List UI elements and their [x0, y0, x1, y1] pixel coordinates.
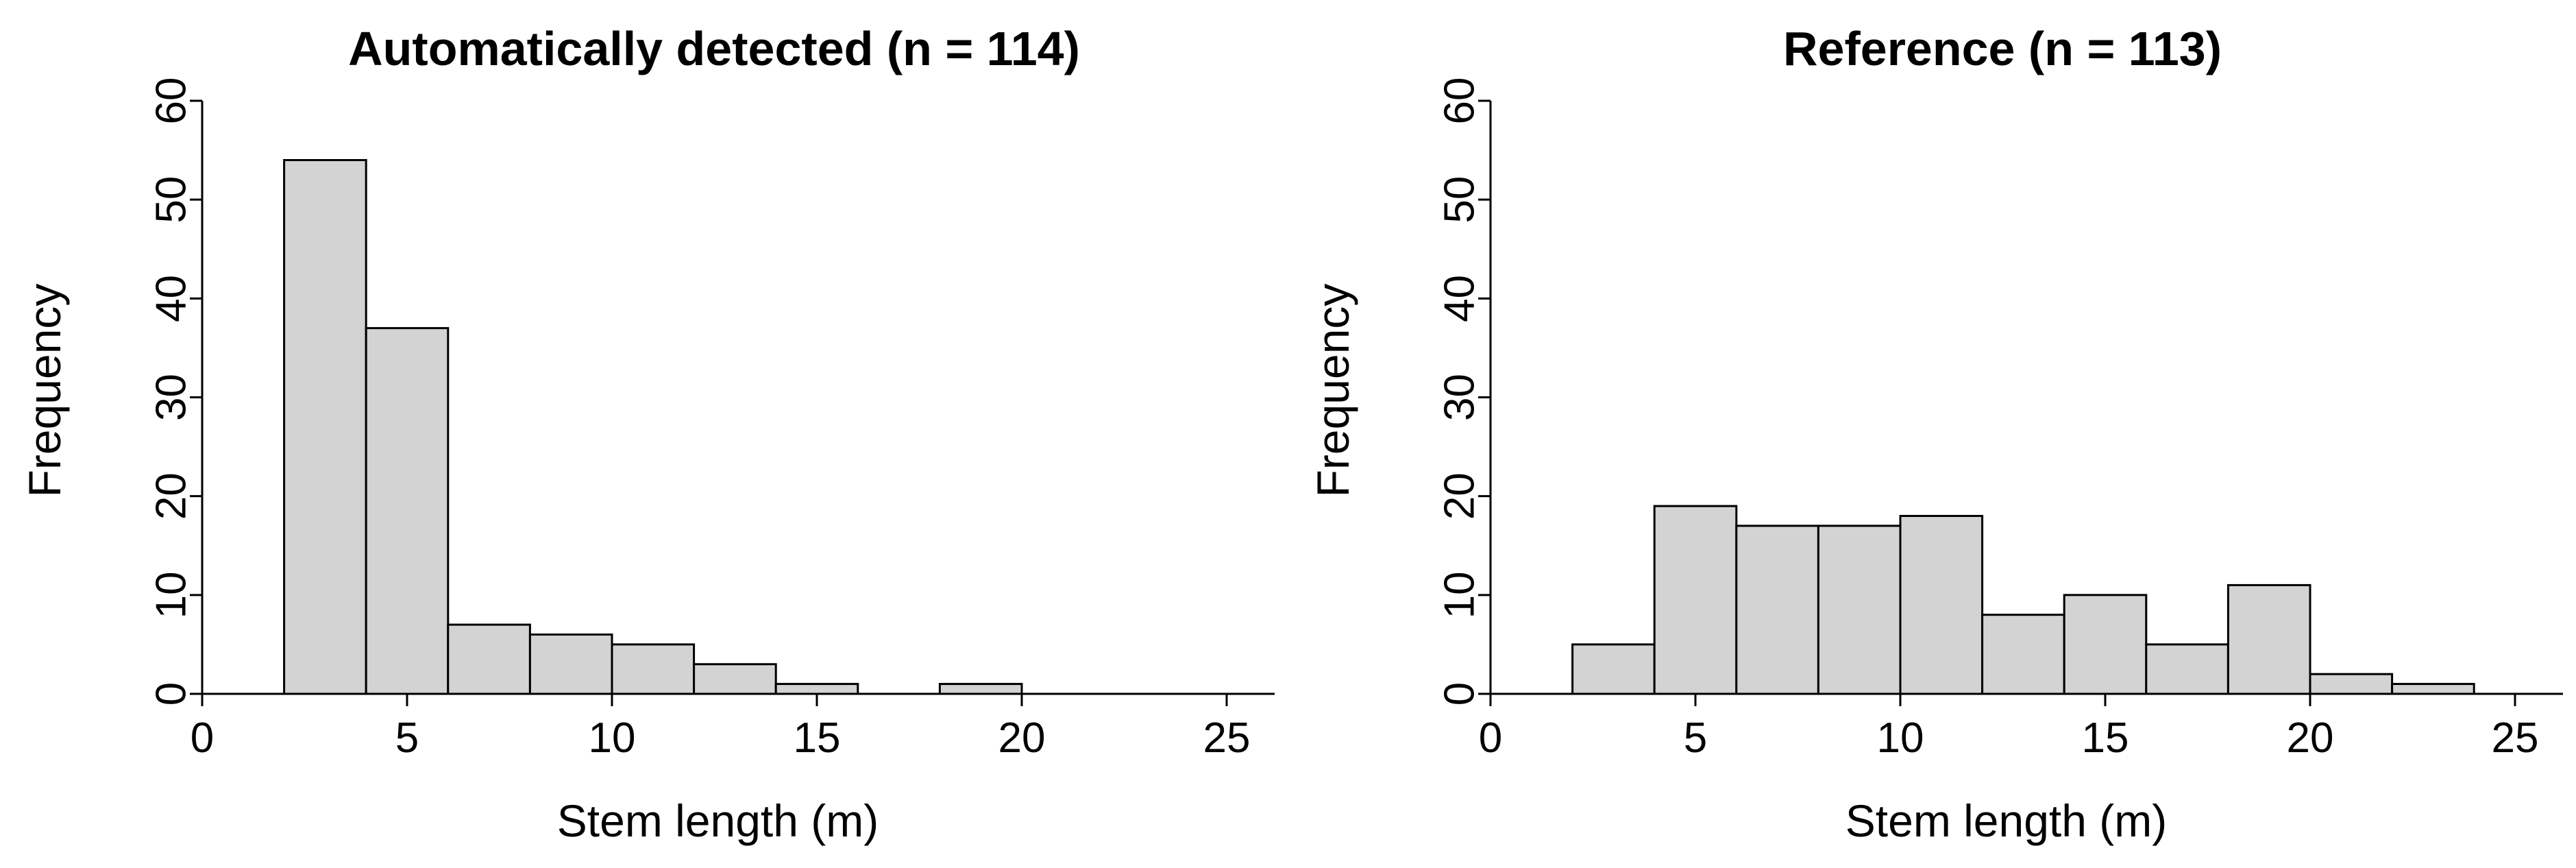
histogram-bar — [774, 683, 859, 695]
histogram-bar — [1735, 525, 1819, 695]
histogram-bar — [938, 683, 1023, 695]
histogram-panel-reference: 0 5 10 15 20 25 0 10 20 30 40 50 60 Reference (n = 11… — [1308, 22, 2563, 846]
x-tick-label: 0 — [1479, 714, 1502, 762]
x-tick-label: 10 — [589, 714, 636, 762]
histogram-bar — [1653, 505, 1738, 695]
histogram-bar — [447, 623, 531, 695]
x-tick-label: 15 — [794, 714, 841, 762]
histogram-bar — [693, 663, 777, 695]
histogram-bar — [283, 159, 367, 695]
y-tick-label: 40 — [148, 275, 195, 322]
chart-title: Automatically detected (n = 114) — [348, 22, 1080, 75]
y-axis-label: Frequency — [19, 284, 70, 498]
histogram-bar — [2309, 673, 2394, 695]
chart-title: Reference (n = 113) — [1783, 22, 2222, 75]
histogram-panel-automatically-detected: 0 5 10 15 20 25 0 10 20 30 40 50 60 Automatically det… — [19, 22, 1275, 846]
y-tick-label: 20 — [1436, 472, 1484, 520]
y-tick-label: 10 — [1436, 571, 1484, 618]
histogram-bar — [1899, 515, 1984, 695]
x-tick-label: 15 — [2082, 714, 2129, 762]
y-tick-label: 40 — [1436, 275, 1484, 322]
y-tick-label: 30 — [1436, 374, 1484, 421]
x-tick-label: 5 — [1684, 714, 1707, 762]
y-tick-label: 0 — [1436, 682, 1484, 706]
histogram-bar — [611, 643, 696, 695]
x-tick-label: 10 — [1877, 714, 1924, 762]
y-tick-label: 30 — [148, 374, 195, 421]
histogram-bar — [1817, 525, 1902, 695]
histogram-bar — [2391, 683, 2475, 695]
histogram-bar — [1571, 643, 1656, 695]
x-tick-label: 25 — [1203, 714, 1251, 762]
x-tick-label: 25 — [2492, 714, 2539, 762]
y-tick-label: 50 — [1436, 176, 1484, 224]
x-tick-label: 20 — [2287, 714, 2334, 762]
y-tick-label: 10 — [148, 571, 195, 618]
histogram-bar — [528, 634, 613, 695]
histogram-bar — [2063, 594, 2148, 695]
histogram-bar — [2145, 643, 2229, 695]
x-tick-label: 0 — [191, 714, 214, 762]
histogram-bar — [1981, 614, 2065, 695]
x-axis-label: Stem length (m) — [1845, 795, 2167, 846]
y-tick-label: 60 — [1436, 77, 1484, 125]
x-tick-label: 5 — [395, 714, 419, 762]
histogram-bar — [365, 327, 450, 695]
histogram-bar — [2227, 583, 2311, 695]
y-tick-label: 0 — [148, 682, 195, 706]
x-axis-label: Stem length (m) — [557, 795, 879, 846]
y-tick-label: 20 — [148, 472, 195, 520]
x-tick-label: 20 — [998, 714, 1046, 762]
y-axis-label: Frequency — [1308, 284, 1358, 498]
y-tick-label: 50 — [148, 176, 195, 224]
y-tick-label: 60 — [148, 77, 195, 125]
